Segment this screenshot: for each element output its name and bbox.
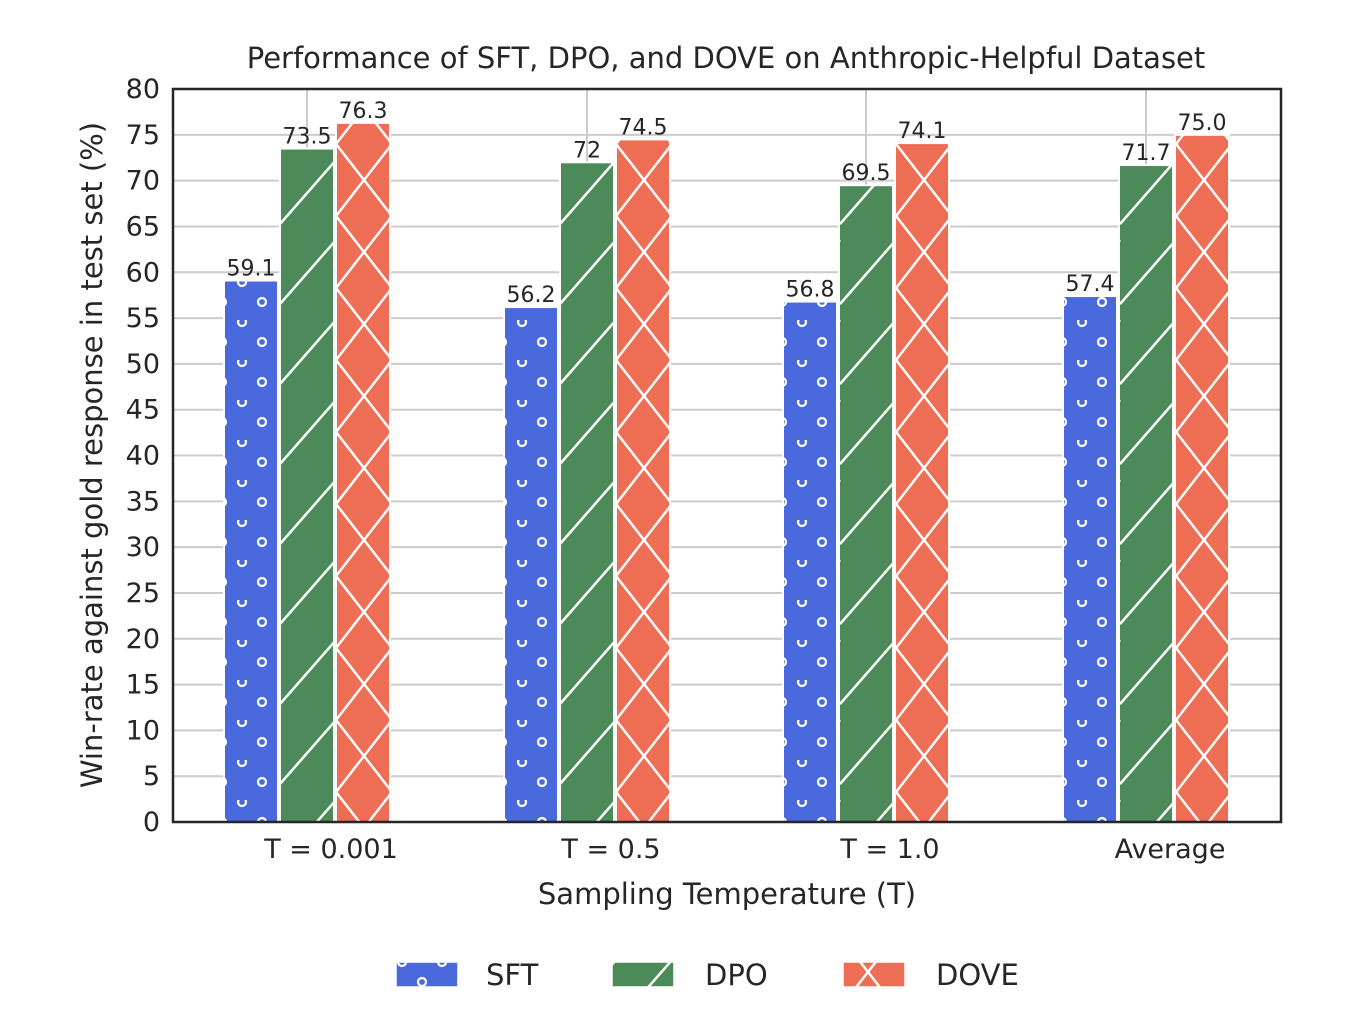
legend-swatch-dpo [611,961,675,988]
bar-sft [782,300,838,823]
bar-value-label: 57.4 [1066,272,1115,297]
bar-value-label: 59.1 [227,256,276,281]
legend: SFT DPO DOVE [395,958,1019,992]
bar-dpo [1118,164,1174,823]
y-tick-label: 70 [126,166,160,197]
bar-value-label: 71.7 [1122,141,1171,166]
legend-swatch-dove [842,961,906,988]
y-tick-label: 65 [126,211,160,242]
y-tick-label: 55 [126,303,160,334]
chart-title: Performance of SFT, DPO, and DOVE on Ant… [247,41,1206,75]
bar-dove [615,138,671,824]
bar-value-label: 69.5 [842,161,891,186]
legend-label-dove: DOVE [936,958,1019,992]
y-tick-label: 20 [126,624,160,655]
x-tick-label: T = 1.0 [839,834,939,865]
y-tick-label: 60 [126,257,160,288]
x-axis-label: Sampling Temperature (T) [538,877,916,911]
bar-value-label: 56.2 [507,283,556,308]
bar-dpo [279,147,335,823]
bar-value-label: 74.5 [619,115,668,140]
bar-sft [1062,295,1118,823]
bar-dove [894,142,950,823]
bar-value-label: 73.5 [283,125,332,150]
y-ticks: 0 5 10 15 20 25 30 35 40 45 50 55 60 65 70 75 80 [126,74,160,838]
x-tick-label: T = 0.5 [560,834,660,865]
y-tick-label: 75 [126,120,160,151]
x-tick-label: Average [1115,834,1226,865]
x-tick-label: T = 0.001 [263,834,398,865]
y-tick-label: 45 [126,395,160,426]
bar-dove [1174,133,1230,823]
y-tick-label: 10 [126,715,160,746]
bar-labels: 59.1 56.2 56.8 57.4 73.5 72 69.5 71.7 76.3 74.5 74… [227,99,1227,308]
y-tick-label: 35 [126,486,160,517]
bar-dpo [838,184,894,824]
y-axis-label: Win-rate against gold response in test s… [75,122,109,788]
legend-label-dpo: DPO [705,958,768,992]
bar-value-label: 74.1 [898,119,947,144]
bars [223,121,1230,824]
x-ticks: T = 0.001 T = 0.5 T = 1.0 Average [263,834,1225,865]
y-tick-label: 5 [143,761,160,792]
bar-dpo [559,161,615,824]
plot-frame [171,87,1283,824]
y-tick-label: 50 [126,349,160,380]
legend-swatch-sft [395,961,459,988]
bar-dove [335,121,391,824]
bar-sft [223,279,279,823]
bar-sft [503,306,559,823]
bar-value-label: 75.0 [1178,111,1227,136]
y-tick-label: 40 [126,441,160,472]
bar-value-label: 56.8 [786,278,835,303]
legend-label-sft: SFT [486,958,539,992]
y-tick-label: 80 [126,74,160,105]
bar-value-label: 72 [573,138,601,163]
y-tick-label: 25 [126,578,160,609]
bar-value-label: 76.3 [339,99,388,124]
y-tick-label: 0 [143,807,160,838]
y-tick-label: 15 [126,670,160,701]
y-tick-label: 30 [126,532,160,563]
